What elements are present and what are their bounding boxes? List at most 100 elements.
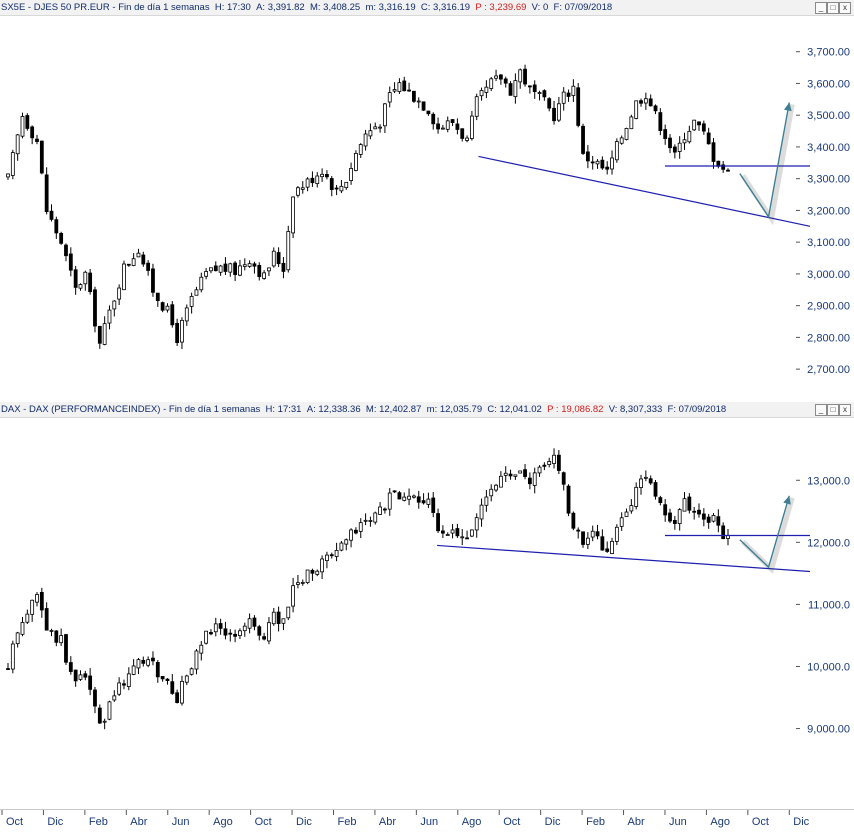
sx5e-candle bbox=[469, 115, 474, 139]
sx5e-candle bbox=[610, 157, 614, 170]
sx5e-candle bbox=[44, 174, 49, 213]
dax-candle bbox=[329, 554, 334, 557]
dax-candle bbox=[658, 497, 663, 504]
sx5e-candle bbox=[334, 187, 339, 190]
dax-low-label: m: bbox=[426, 404, 438, 415]
sx5e-vol: 0 bbox=[542, 2, 549, 13]
dax-candle bbox=[643, 476, 648, 479]
dax-vol-label: V: bbox=[608, 404, 618, 415]
sx5e-candle bbox=[412, 90, 416, 102]
dax-candle bbox=[648, 478, 653, 484]
dax-candle bbox=[233, 633, 238, 637]
dax-candle bbox=[363, 519, 368, 522]
sx5e-candle bbox=[6, 173, 10, 178]
dax-candle bbox=[223, 628, 228, 636]
sx5e-candle bbox=[247, 263, 252, 267]
sx5e-candle bbox=[349, 168, 353, 181]
dax-candle bbox=[387, 492, 392, 510]
dax-high: 12,402.87 bbox=[379, 404, 422, 415]
sx5e-projection-arrow bbox=[739, 102, 790, 219]
dax-candle bbox=[542, 464, 547, 467]
sx5e-candle bbox=[25, 115, 30, 129]
dax-time-label: H: bbox=[265, 404, 276, 415]
dax-candle bbox=[267, 622, 271, 642]
time-axis-tick-label: Feb bbox=[89, 816, 108, 828]
sx5e-candle bbox=[523, 68, 527, 85]
sx5e-candle bbox=[455, 123, 460, 130]
dax-candle bbox=[518, 470, 523, 474]
dax-date: 07/09/2018 bbox=[678, 404, 727, 415]
minimize-icon[interactable]: _ bbox=[815, 2, 827, 14]
dax-candle bbox=[136, 659, 141, 669]
sx5e-candle bbox=[687, 130, 692, 143]
dax-candle bbox=[305, 569, 310, 583]
sx5e-candle bbox=[639, 100, 643, 104]
time-axis-tick-label: Ago bbox=[710, 816, 730, 828]
dax-candle bbox=[39, 591, 44, 611]
time-axis-tick-label: Dic bbox=[296, 816, 312, 828]
maximize-icon[interactable]: □ bbox=[827, 2, 839, 14]
dax-candle bbox=[64, 634, 68, 663]
dax-candle bbox=[508, 473, 513, 477]
close-icon[interactable]: x bbox=[839, 404, 851, 416]
sx5e-candle bbox=[450, 119, 455, 124]
sx5e-candle bbox=[300, 187, 305, 190]
dax-candle bbox=[88, 675, 93, 690]
sx5e-candle bbox=[542, 90, 547, 98]
dax-candle bbox=[54, 630, 59, 643]
sx5e-projection-shadow bbox=[740, 104, 795, 226]
dax-candle bbox=[320, 558, 324, 573]
dax-candle bbox=[213, 623, 218, 633]
sx5e-candle bbox=[426, 110, 431, 115]
dax-chart-panel: DAX - DAX (PERFORMANCEINDEX) - Fin de dí… bbox=[0, 402, 854, 809]
sx5e-candle bbox=[701, 123, 706, 132]
dax-candle bbox=[581, 531, 585, 545]
dax-projection-arrow bbox=[739, 495, 790, 569]
sx5e-candle bbox=[112, 300, 117, 310]
dax-period: Fin de día 1 semanas bbox=[168, 404, 261, 415]
dax-candle bbox=[296, 582, 300, 585]
dax-candle bbox=[368, 520, 373, 522]
dax-symbol: DAX bbox=[1, 404, 21, 415]
dax-candle bbox=[479, 504, 484, 520]
sx5e-candle bbox=[581, 125, 585, 154]
sx5e-candle bbox=[653, 105, 658, 112]
dax-candle bbox=[126, 673, 131, 687]
sx5e-candle bbox=[199, 276, 204, 291]
sx5e-candle bbox=[537, 92, 542, 94]
sx5e-candle bbox=[344, 181, 349, 189]
dax-candle bbox=[716, 516, 721, 526]
sx5e-candle bbox=[465, 137, 469, 141]
dax-candle bbox=[600, 536, 605, 551]
time-axis-svg: Oct Dic Feb Abr Jun Ago Oct Dic Feb Abr Jun Ago Oct D… bbox=[1, 810, 810, 828]
sx5e-candle bbox=[706, 132, 711, 145]
sx5e-candle bbox=[20, 116, 25, 137]
dax-candle bbox=[281, 618, 286, 624]
time-axis-tick-label: Jun bbox=[172, 816, 190, 828]
dax-candle bbox=[334, 550, 339, 557]
dax-candle bbox=[102, 720, 107, 723]
dax-candle bbox=[49, 630, 54, 632]
minimize-icon[interactable]: _ bbox=[815, 404, 827, 416]
dax-vol: 8,307,333 bbox=[620, 404, 663, 415]
sx5e-candle bbox=[257, 264, 262, 278]
sx5e-candle bbox=[83, 271, 88, 285]
sx5e-low-label: m: bbox=[365, 2, 376, 13]
dax-candle bbox=[59, 635, 64, 644]
maximize-icon[interactable]: □ bbox=[827, 404, 839, 416]
sx5e-candle bbox=[392, 89, 397, 92]
dax-candle bbox=[440, 530, 445, 534]
close-icon[interactable]: x bbox=[839, 2, 851, 14]
sx5e-candle bbox=[276, 252, 281, 265]
sx5e-candle bbox=[281, 262, 286, 272]
sx5e-y-tick-label: 3,300.00 bbox=[807, 174, 850, 186]
dax-candle bbox=[373, 512, 378, 523]
dax-candle bbox=[455, 528, 460, 537]
time-axis-tick-label: Ago bbox=[462, 816, 482, 828]
sx5e-candle bbox=[440, 127, 445, 130]
dax-candle bbox=[160, 676, 165, 680]
sx5e-candle bbox=[213, 265, 218, 272]
sx5e-candle bbox=[305, 178, 310, 188]
dax-candle bbox=[170, 681, 175, 694]
sx5e-candle bbox=[204, 271, 209, 277]
